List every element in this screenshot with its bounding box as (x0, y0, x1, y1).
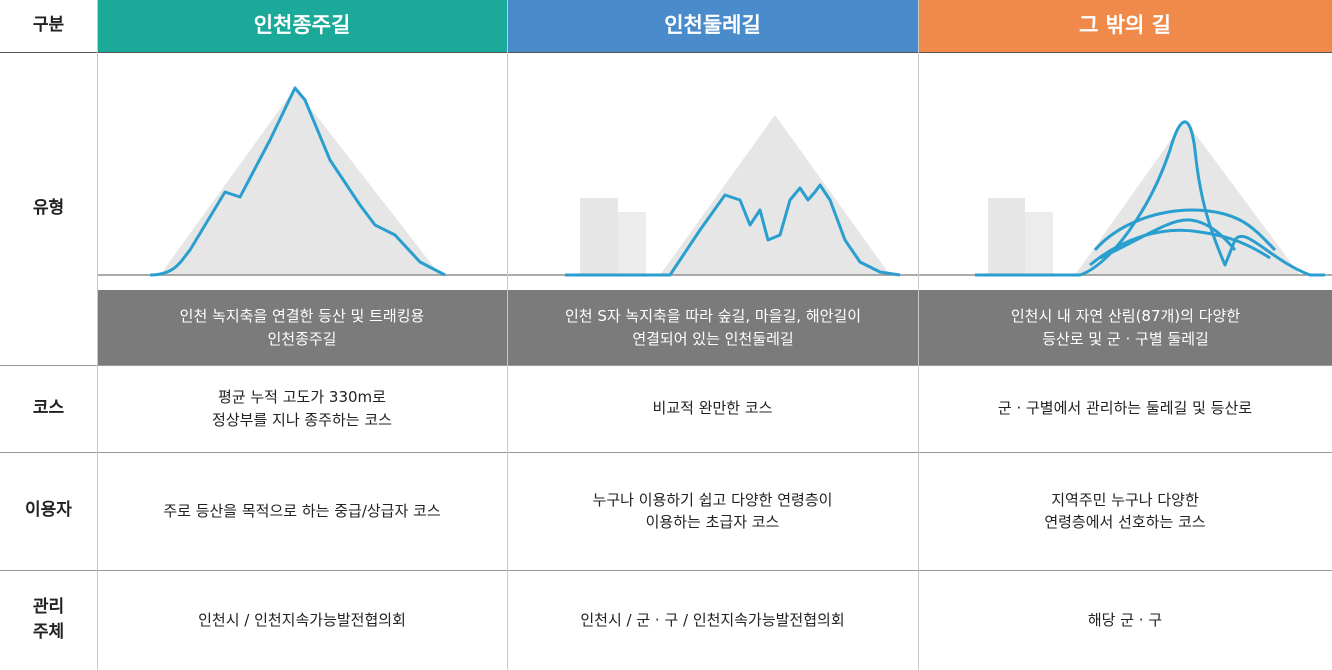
text-line: 인천시 / 인천지속가능발전협의회 (198, 609, 406, 632)
row-label: 유형 (0, 52, 97, 365)
column-line (918, 0, 919, 670)
header-cell: 인천종주길 (97, 0, 507, 52)
text-line: 인천종주길 (267, 328, 336, 351)
text-line: 군 · 구별에서 관리하는 둘레길 및 등산로 (998, 397, 1252, 420)
text-line: 인천둘레길 (664, 10, 761, 42)
table-cell: 인천시 / 인천지속가능발전협의회 (97, 570, 507, 670)
mountain-shapes (160, 88, 1300, 275)
text-line: 정상부를 지나 종주하는 코스 (212, 409, 392, 432)
text-line: 평균 누적 고도가 330m로 (218, 386, 386, 409)
text-line: 연령층에서 선호하는 코스 (1044, 511, 1205, 534)
text-line: 비교적 완만한 코스 (653, 397, 773, 420)
table-cell: 비교적 완만한 코스 (507, 365, 918, 452)
text-line: 인천시 / 군 · 구 / 인천지속가능발전협의회 (580, 609, 844, 632)
text-line: 코스 (33, 396, 64, 422)
row-line (0, 452, 1332, 453)
header-cell: 그 밖의 길 (918, 0, 1332, 52)
text-line: 인천 S자 녹지축을 따라 숲길, 마을길, 해안길이 (565, 305, 861, 328)
header-line (0, 52, 1332, 53)
text-line: 주체 (33, 620, 64, 646)
text-line: 주로 등산을 목적으로 하는 중급/상급자 코스 (163, 500, 440, 523)
header-cell: 인천둘레길 (507, 0, 918, 52)
page: 구분인천종주길인천둘레길그 밖의 길유형인천 녹지축을 연결한 등산 및 트래킹… (0, 0, 1332, 670)
row-label: 코스 (0, 365, 97, 452)
text-line: 등산로 및 군 · 구별 둘레길 (1042, 328, 1209, 351)
text-line: 인천종주길 (254, 10, 351, 42)
table-cell: 주로 등산을 목적으로 하는 중급/상급자 코스 (97, 452, 507, 570)
text-line: 해당 군 · 구 (1088, 609, 1162, 632)
text-line: 이용하는 초급자 코스 (646, 511, 780, 534)
column-line (97, 0, 98, 670)
table-cell: 인천시 / 군 · 구 / 인천지속가능발전협의회 (507, 570, 918, 670)
text-line: 구분 (33, 13, 64, 39)
header-label: 구분 (0, 0, 97, 52)
table-cell: 군 · 구별에서 관리하는 둘레길 및 등산로 (918, 365, 1332, 452)
row-line (0, 365, 1332, 366)
row-line (0, 570, 1332, 571)
text-line: 그 밖의 길 (1079, 10, 1171, 42)
text-line: 관리 (33, 595, 64, 621)
text-line: 유형 (33, 196, 64, 222)
text-line: 지역주민 누구나 다양한 (1051, 489, 1199, 512)
text-line: 누구나 이용하기 쉽고 다양한 연령층이 (593, 489, 833, 512)
text-line: 연결되어 있는 인천둘레길 (632, 328, 793, 351)
row-label: 이용자 (0, 452, 97, 570)
table-cell: 해당 군 · 구 (918, 570, 1332, 670)
text-line: 인천시 내 자연 산림(87개)의 다양한 (1011, 305, 1240, 328)
column-line (507, 0, 508, 670)
text-line: 이용자 (25, 498, 72, 524)
text-line: 인천 녹지축을 연결한 등산 및 트래킹용 (180, 305, 425, 328)
